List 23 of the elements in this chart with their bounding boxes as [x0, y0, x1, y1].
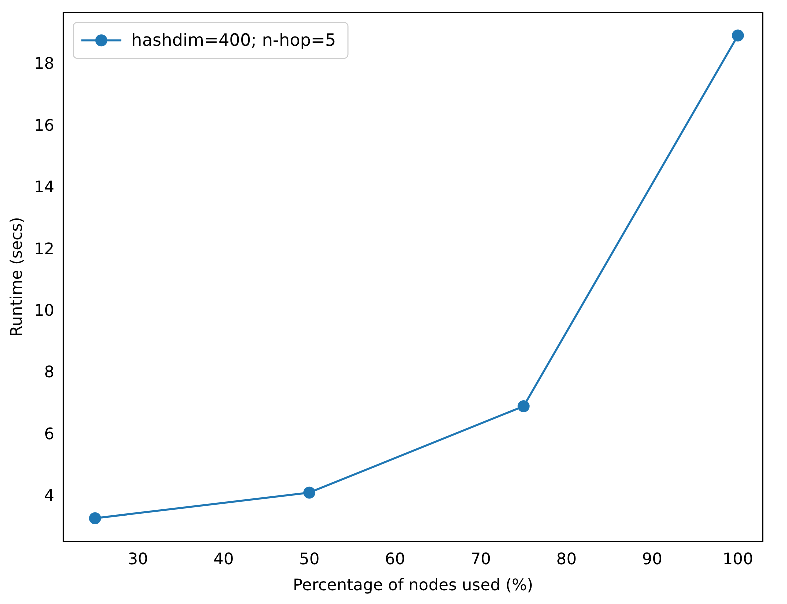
- point: [732, 30, 744, 42]
- y-tick-label: 18: [34, 54, 55, 74]
- x-tick-label: 30: [128, 549, 148, 568]
- legend-label: hashdim=400; n-hop=5: [132, 31, 336, 52]
- y-tick-label: 10: [34, 300, 55, 320]
- y-tick-label: 8: [44, 362, 55, 382]
- x-tick-label: 100: [722, 549, 754, 568]
- x-tick-label: 60: [385, 549, 406, 568]
- x-tick-label: 90: [642, 549, 663, 568]
- y-tick-label: 6: [44, 424, 55, 444]
- x-tick-label: 50: [299, 549, 320, 568]
- y-tick-label: 4: [44, 486, 55, 506]
- y-tick-label: 12: [34, 239, 55, 258]
- y-tick-label: 14: [34, 178, 55, 197]
- point: [89, 512, 102, 524]
- x-tick-label: 80: [556, 549, 577, 568]
- x-tick-label: 40: [214, 549, 234, 568]
- point: [304, 486, 316, 499]
- x-axis-title: Percentage of nodes used (%): [293, 576, 534, 595]
- y-tick-label: 16: [34, 116, 55, 135]
- x-tick-label: 70: [470, 549, 492, 568]
- y-axis-title: Runtime (secs): [6, 217, 26, 337]
- point: [518, 400, 530, 412]
